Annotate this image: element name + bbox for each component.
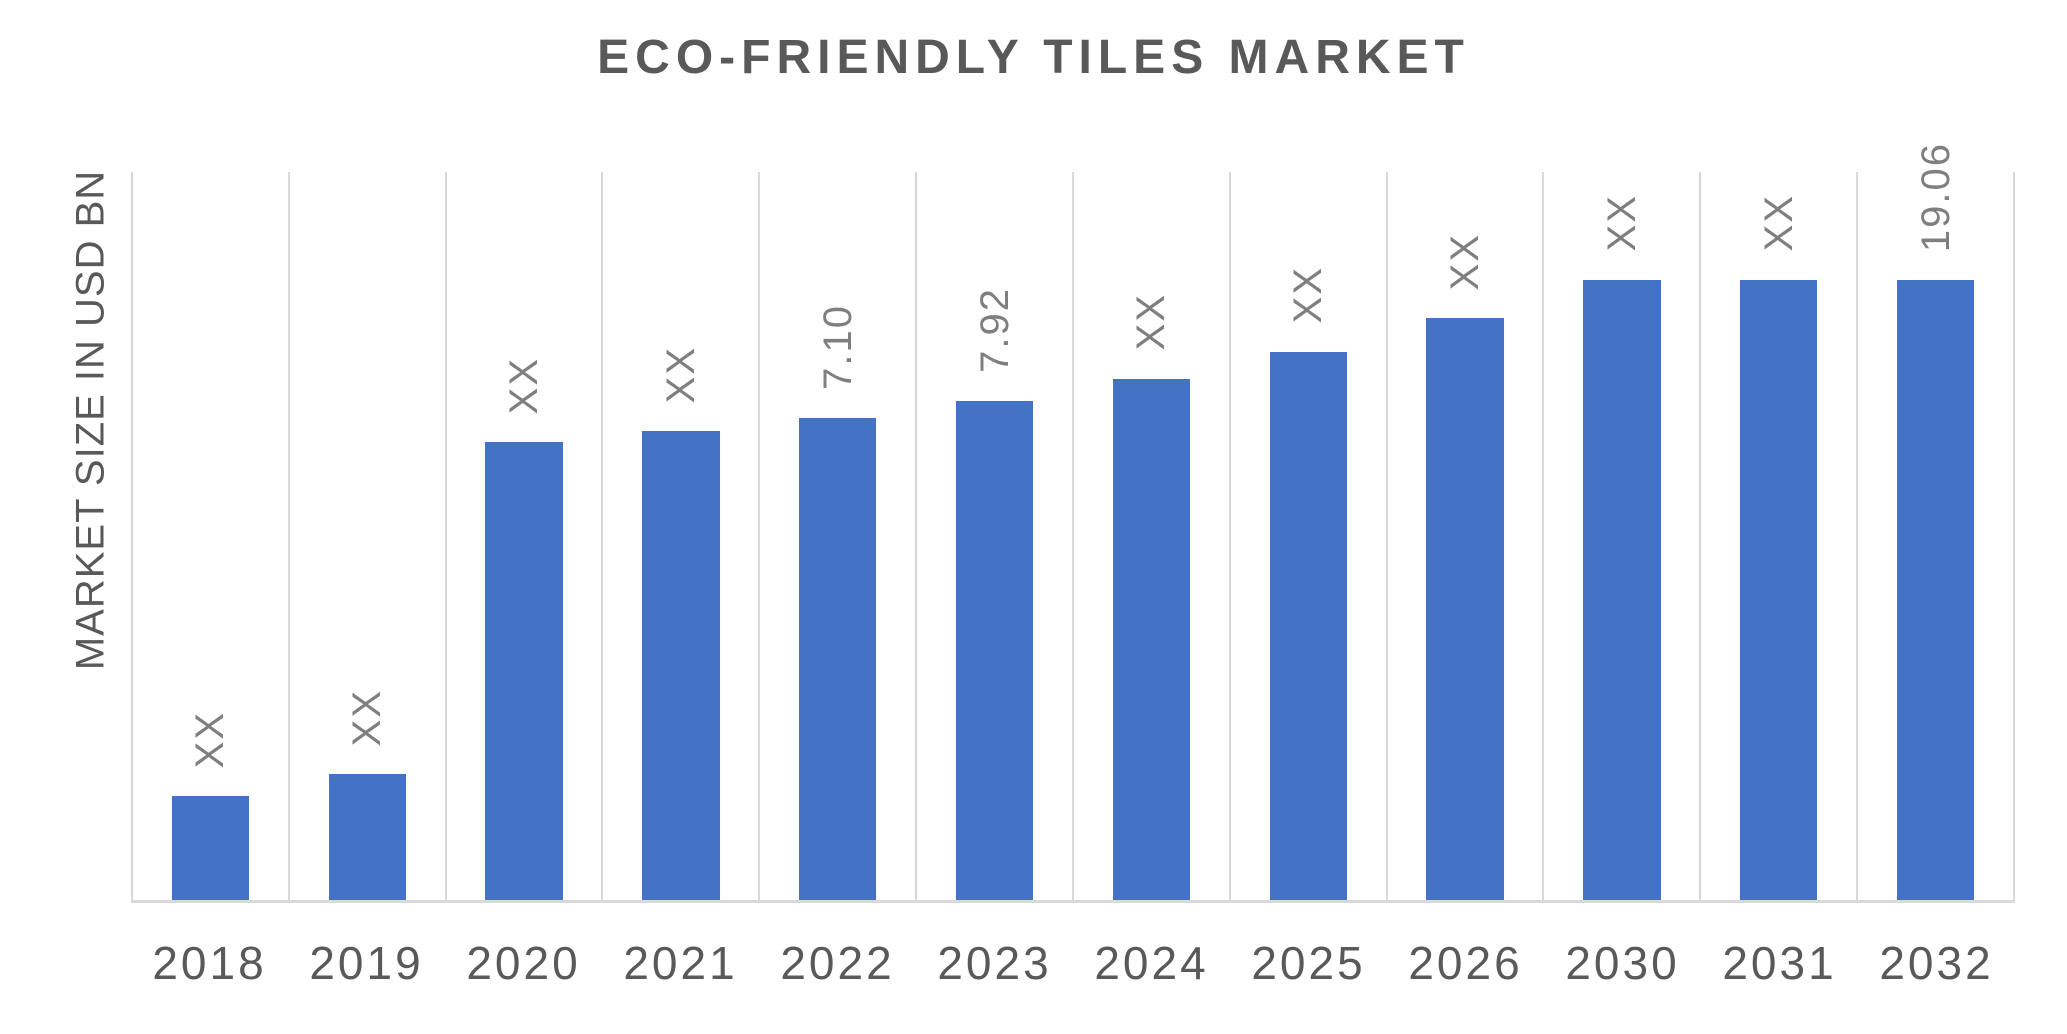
bar-label-2031: XX — [1756, 194, 1801, 252]
plot-area: XX XX XX XX 7.10 7.92 XX XX XX XX XX 19.06 — [131, 142, 2015, 903]
bar-2019 — [328, 774, 406, 900]
bar-label-2019: XX — [345, 688, 390, 747]
bar-2023 — [955, 401, 1034, 900]
category-column-2025: XX — [1228, 172, 1386, 900]
x-axis-label-2031: 2031 — [1722, 937, 1837, 989]
bar-2024 — [1112, 378, 1191, 900]
bar-label-2032: 19.06 — [1913, 141, 1958, 252]
x-axis-label-2032: 2032 — [1879, 937, 1994, 989]
bar-2018 — [171, 795, 250, 900]
x-axis-label-2020: 2020 — [466, 937, 581, 989]
bar-2032 — [1896, 279, 1975, 900]
x-axis-label-2021: 2021 — [623, 937, 738, 989]
x-axis-label-2023: 2023 — [937, 937, 1052, 989]
x-axis-label-2019: 2019 — [309, 937, 424, 989]
x-axis-label-2025: 2025 — [1251, 937, 1366, 989]
category-column-2020: XX — [444, 172, 602, 900]
x-axis-label-2030: 2030 — [1565, 937, 1680, 989]
bar-2020 — [485, 442, 563, 900]
bar-label-2023: 7.92 — [972, 287, 1017, 374]
bar-2026 — [1426, 318, 1504, 900]
category-column-2021: XX — [601, 172, 758, 900]
category-column-2018: XX — [131, 172, 288, 900]
bar-2022 — [799, 418, 877, 900]
bar-2025 — [1269, 351, 1347, 900]
bar-label-2024: XX — [1129, 293, 1174, 351]
bar-label-2021: XX — [658, 345, 703, 404]
x-axis-label-2022: 2022 — [780, 937, 895, 989]
category-column-2019: XX — [287, 172, 445, 900]
category-column-2026: XX — [1385, 172, 1543, 900]
bar-label-2020: XX — [502, 356, 547, 415]
category-column-2022: 7.10 — [758, 172, 915, 900]
bar-2031 — [1739, 279, 1818, 900]
category-column-2024: XX — [1071, 172, 1229, 900]
x-axis-label-2018: 2018 — [152, 937, 267, 989]
y-axis-title: MARKET SIZE IN USD BN — [68, 169, 113, 671]
category-column-2031: XX — [1699, 172, 1856, 900]
bar-label-2026: XX — [1443, 232, 1488, 291]
x-axis-label-2026: 2026 — [1408, 937, 1523, 989]
x-axis-labels: 2018 2019 2020 2021 2022 2023 2024 2025 2026 2030… — [131, 936, 2015, 990]
bar-label-2018: XX — [188, 710, 233, 768]
category-column-2023: 7.92 — [915, 172, 1072, 900]
bar-2030 — [1583, 279, 1661, 900]
category-column-2032: 19.06 — [1856, 142, 2013, 900]
bar-label-2025: XX — [1286, 266, 1331, 324]
chart-title: ECO-FRIENDLY TILES MARKET — [597, 31, 1470, 84]
bar-label-2022: 7.10 — [815, 304, 860, 391]
bar-2021 — [642, 431, 720, 900]
x-axis-label-2024: 2024 — [1094, 937, 1209, 989]
bar-label-2030: XX — [1599, 194, 1644, 252]
category-column-2030: XX — [1542, 172, 1699, 900]
